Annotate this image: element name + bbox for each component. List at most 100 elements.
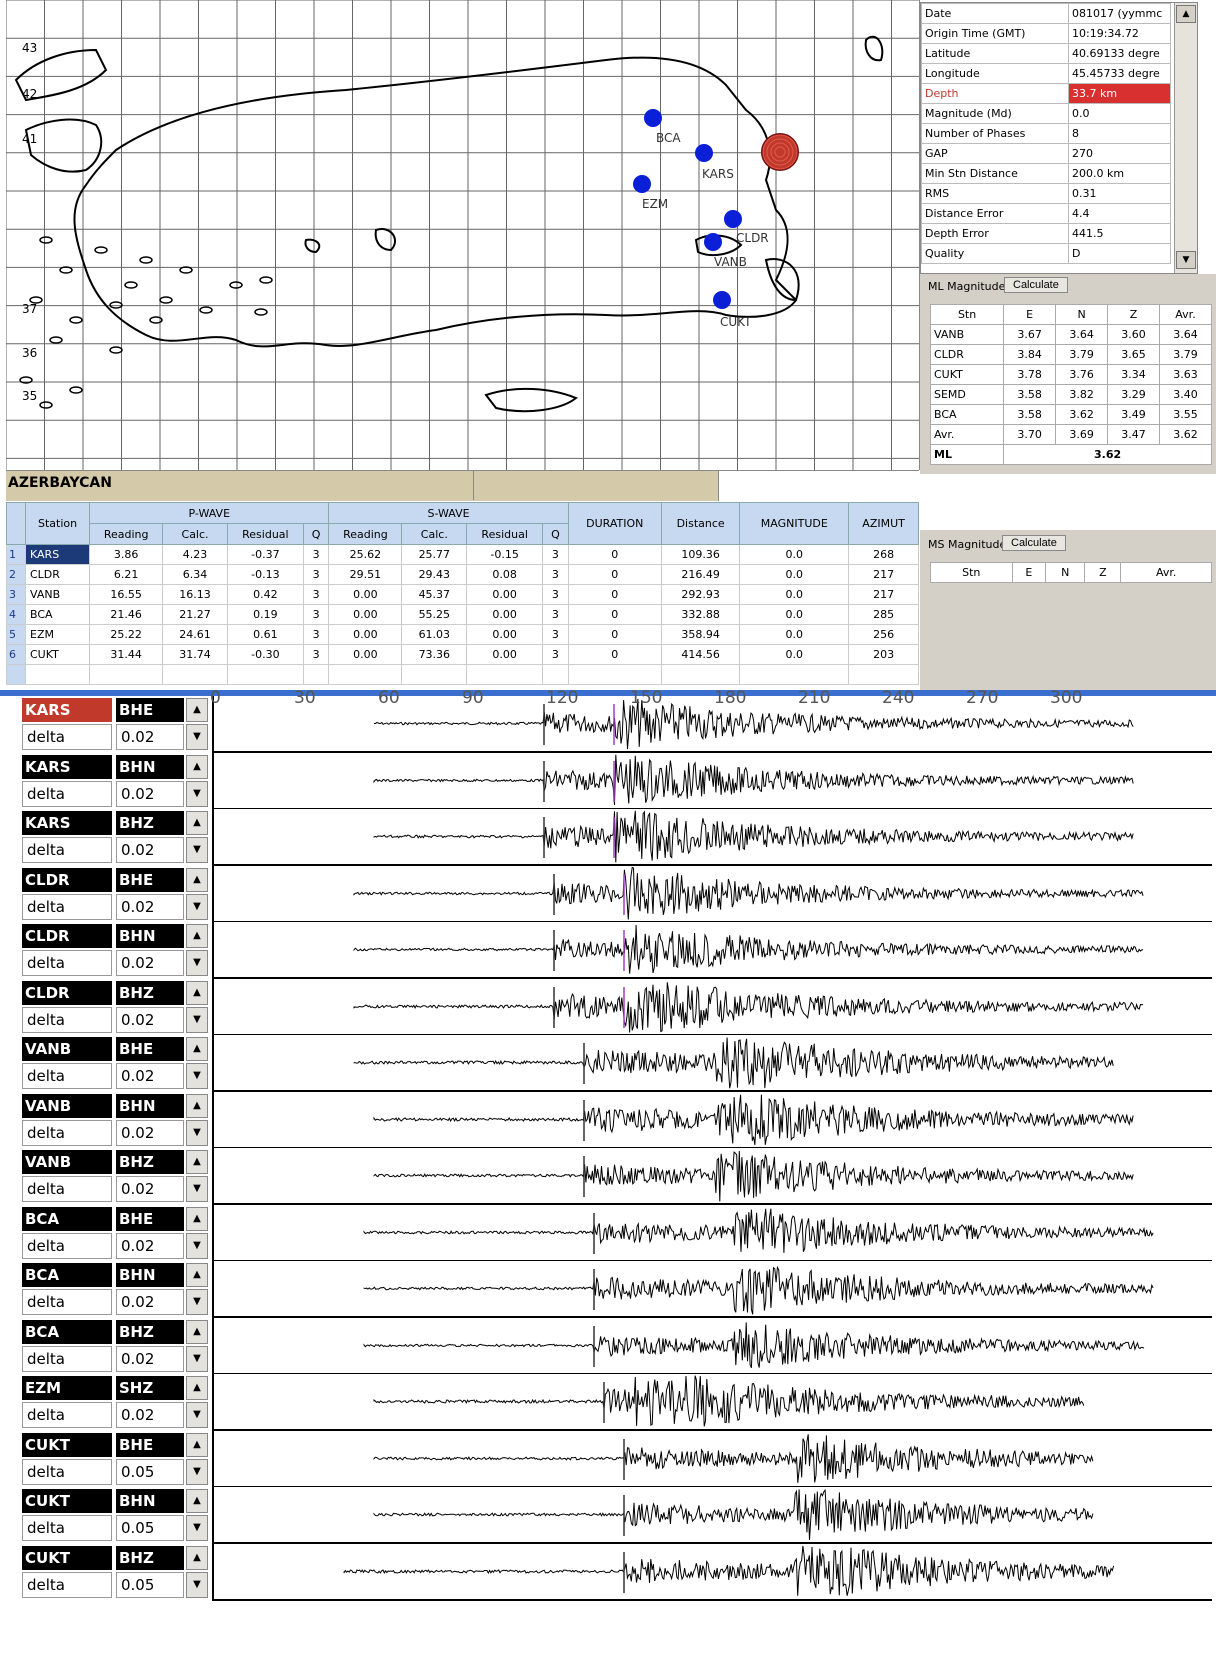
delta-dropdown-icon[interactable]: ▼ bbox=[186, 837, 208, 863]
delta-dropdown-icon[interactable]: ▼ bbox=[186, 1289, 208, 1315]
ms-calculate-button[interactable]: Calculate bbox=[1002, 535, 1066, 551]
phase-cell[interactable]: 3 bbox=[302, 624, 330, 645]
phase-row[interactable]: 5 EZM 25.22 24.61 0.61 3 0.00 61.03 0.00 3 0 358.94… bbox=[6, 624, 919, 645]
station-name-label[interactable]: CUKT bbox=[22, 1489, 112, 1513]
waveform-channel[interactable]: EZM SHZ ▲ delta 0.02 ▼ bbox=[22, 1374, 1212, 1431]
phase-cell[interactable]: 0.0 bbox=[739, 644, 850, 665]
waveform-channel[interactable]: CLDR BHN ▲ delta 0.02 ▼ bbox=[22, 922, 1212, 979]
channel-scroll-up-icon[interactable]: ▲ bbox=[186, 867, 208, 892]
channel-scroll-up-icon[interactable]: ▲ bbox=[186, 698, 208, 722]
waveform-channel[interactable]: VANB BHE ▲ delta 0.02 ▼ bbox=[22, 1035, 1212, 1092]
channel-scroll-up-icon[interactable]: ▲ bbox=[186, 924, 208, 948]
component-label[interactable]: BHN bbox=[116, 1263, 184, 1287]
station-name-label[interactable]: EZM bbox=[22, 1376, 112, 1400]
phase-cell[interactable]: 0 bbox=[567, 644, 662, 665]
row-number[interactable]: 6 bbox=[6, 644, 26, 665]
info-row[interactable]: Longitude 45.45733 degre bbox=[921, 63, 1171, 84]
phase-cell[interactable]: 358.94 bbox=[660, 624, 741, 645]
station-name-label[interactable]: CUKT bbox=[22, 1545, 112, 1570]
phase-cell[interactable]: 25.77 bbox=[401, 544, 468, 565]
phase-cell[interactable]: 0.19 bbox=[226, 604, 304, 625]
station-name-label[interactable]: CUKT bbox=[22, 1432, 112, 1457]
waveform-channel[interactable]: BCA BHE ▲ delta 0.02 ▼ bbox=[22, 1204, 1212, 1262]
info-value[interactable]: 0.0 bbox=[1068, 103, 1171, 124]
phase-cell[interactable]: 414.56 bbox=[660, 644, 741, 665]
waveform-channel[interactable]: CLDR BHE ▲ delta 0.02 ▼ bbox=[22, 865, 1212, 923]
info-row[interactable]: Depth 33.7 km bbox=[921, 83, 1171, 104]
row-number[interactable]: 3 bbox=[6, 584, 26, 605]
seismogram-trace[interactable] bbox=[212, 1374, 1212, 1431]
component-label[interactable]: BHN bbox=[116, 1093, 184, 1118]
channel-scroll-up-icon[interactable]: ▲ bbox=[186, 1263, 208, 1287]
phase-cell[interactable]: 332.88 bbox=[660, 604, 741, 625]
phase-row[interactable]: 6 CUKT 31.44 31.74 -0.30 3 0.00 73.36 0.00 3 0 414.… bbox=[6, 644, 919, 665]
component-label[interactable]: BHZ bbox=[116, 1150, 184, 1174]
phase-cell[interactable]: 109.36 bbox=[660, 544, 741, 565]
phase-cell[interactable]: 0.00 bbox=[328, 624, 403, 645]
phase-row[interactable]: 1 KARS 3.86 4.23 -0.37 3 25.62 25.77 -0.15 3 0 109.… bbox=[6, 544, 919, 565]
station-marker-icon[interactable] bbox=[695, 144, 713, 162]
component-label[interactable]: BHE bbox=[116, 1206, 184, 1231]
info-row[interactable]: Distance Error 4.4 bbox=[921, 203, 1171, 224]
info-row[interactable]: Depth Error 441.5 bbox=[921, 223, 1171, 244]
station-name-label[interactable]: VANB bbox=[22, 1037, 112, 1061]
component-label[interactable]: BHZ bbox=[116, 811, 184, 835]
phase-cell[interactable]: 45.37 bbox=[401, 584, 468, 605]
station-marker-icon[interactable] bbox=[633, 175, 651, 193]
delta-value[interactable]: 0.02 bbox=[116, 1063, 184, 1089]
phase-cell[interactable]: 0 bbox=[567, 624, 662, 645]
phase-empty-cell[interactable] bbox=[466, 664, 544, 685]
delta-value[interactable]: 0.02 bbox=[116, 950, 184, 976]
phase-cell[interactable]: 203 bbox=[848, 644, 919, 665]
waveform-channel[interactable]: CUKT BHZ ▲ delta 0.05 ▼ bbox=[22, 1543, 1212, 1601]
component-label[interactable]: SHZ bbox=[116, 1376, 184, 1400]
station-cell[interactable]: CUKT bbox=[24, 644, 91, 665]
delta-value[interactable]: 0.02 bbox=[116, 1402, 184, 1428]
phase-cell[interactable]: 29.43 bbox=[401, 564, 468, 585]
component-label[interactable]: BHE bbox=[116, 1432, 184, 1457]
phase-cell[interactable]: 0.00 bbox=[466, 584, 544, 605]
phase-cell[interactable]: 3 bbox=[542, 544, 569, 565]
delta-dropdown-icon[interactable]: ▼ bbox=[186, 780, 208, 807]
phase-cell[interactable]: 3 bbox=[542, 604, 569, 625]
component-label[interactable]: BHN bbox=[116, 1489, 184, 1513]
info-row[interactable]: Min Stn Distance 200.0 km bbox=[921, 163, 1171, 184]
seismogram-trace[interactable] bbox=[212, 1091, 1212, 1149]
phase-cell[interactable]: 0.00 bbox=[328, 644, 403, 665]
delta-value[interactable]: 0.02 bbox=[116, 724, 184, 750]
phase-row[interactable]: 4 BCA 21.46 21.27 0.19 3 0.00 55.25 0.00 3 0 332.88… bbox=[6, 604, 919, 625]
scroll-down-icon[interactable]: ▼ bbox=[1176, 251, 1196, 269]
phase-cell[interactable]: 3.86 bbox=[89, 544, 164, 565]
delta-value[interactable]: 0.02 bbox=[116, 1289, 184, 1315]
component-label[interactable]: BHZ bbox=[116, 1545, 184, 1570]
phase-cell[interactable]: 4.23 bbox=[162, 544, 228, 565]
delta-dropdown-icon[interactable]: ▼ bbox=[186, 1515, 208, 1541]
delta-value[interactable]: 0.02 bbox=[116, 1232, 184, 1259]
phase-cell[interactable]: 25.22 bbox=[89, 624, 164, 645]
phase-cell[interactable]: 3 bbox=[542, 564, 569, 585]
phase-cell[interactable]: 0.0 bbox=[739, 544, 850, 565]
waveform-channel[interactable]: KARS BHN ▲ delta 0.02 ▼ bbox=[22, 752, 1212, 810]
info-value[interactable]: 8 bbox=[1068, 123, 1171, 144]
waveform-channel[interactable]: KARS BHE ▲ delta 0.02 ▼ 0 30 60 90 120 150 180 210 240… bbox=[22, 688, 1212, 753]
waveform-channel[interactable]: VANB BHZ ▲ delta 0.02 ▼ bbox=[22, 1148, 1212, 1205]
component-label[interactable]: BHZ bbox=[116, 980, 184, 1005]
waveform-channel[interactable]: CUKT BHE ▲ delta 0.05 ▼ bbox=[22, 1430, 1212, 1488]
seismogram-trace[interactable] bbox=[212, 1148, 1212, 1205]
phase-cell[interactable]: 3 bbox=[302, 604, 330, 625]
phase-cell[interactable]: 0.0 bbox=[739, 584, 850, 605]
component-label[interactable]: BHN bbox=[116, 924, 184, 948]
info-row[interactable]: Number of Phases 8 bbox=[921, 123, 1171, 144]
waveform-channel[interactable]: BCA BHN ▲ delta 0.02 ▼ bbox=[22, 1261, 1212, 1318]
phase-cell[interactable]: 24.61 bbox=[162, 624, 228, 645]
phase-cell[interactable]: 21.27 bbox=[162, 604, 228, 625]
waveform-channel[interactable]: CLDR BHZ ▲ delta 0.02 ▼ bbox=[22, 978, 1212, 1036]
phase-empty-cell[interactable] bbox=[162, 664, 228, 685]
channel-scroll-up-icon[interactable]: ▲ bbox=[186, 1489, 208, 1513]
seismogram-trace[interactable] bbox=[212, 865, 1212, 923]
info-row[interactable]: GAP 270 bbox=[921, 143, 1171, 164]
phase-cell[interactable]: 0.08 bbox=[466, 564, 544, 585]
component-label[interactable]: BHE bbox=[116, 1037, 184, 1061]
seismogram-trace[interactable] bbox=[212, 1204, 1212, 1262]
phase-row[interactable]: 2 CLDR 6.21 6.34 -0.13 3 29.51 29.43 0.08 3 0 216.4… bbox=[6, 564, 919, 585]
